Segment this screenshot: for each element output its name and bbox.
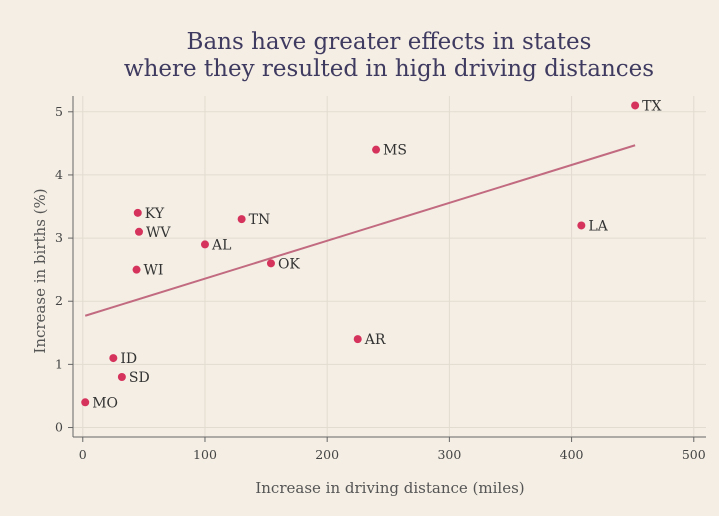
grid-lines bbox=[73, 96, 706, 437]
point-marker-tn bbox=[237, 215, 246, 224]
point-label-la: LA bbox=[588, 218, 608, 234]
axes: 0 100 200 300 400 500 0 1 2 3 4 5 bbox=[55, 96, 706, 462]
point-marker-ms bbox=[372, 145, 381, 154]
point-label-al: AL bbox=[211, 237, 231, 253]
point-mo: MO bbox=[81, 395, 118, 411]
point-id: ID bbox=[109, 351, 137, 367]
point-ar: AR bbox=[353, 332, 386, 348]
data-points: TX MS KY TN LA WV AL OK WI AR ID SD MO bbox=[81, 98, 661, 411]
point-marker-tx bbox=[631, 101, 640, 110]
point-marker-mo bbox=[81, 398, 90, 407]
y-tick-label: 3 bbox=[55, 230, 63, 245]
y-tick-label: 5 bbox=[55, 104, 63, 119]
point-al: AL bbox=[200, 237, 231, 253]
point-marker-ky bbox=[133, 208, 142, 217]
point-wi: WI bbox=[132, 263, 164, 279]
point-marker-id bbox=[109, 354, 118, 363]
point-ms: MS bbox=[372, 143, 407, 159]
point-label-id: ID bbox=[120, 351, 137, 367]
x-tick-label: 300 bbox=[437, 447, 461, 462]
x-tick-label: 500 bbox=[682, 447, 706, 462]
trend-line-layer bbox=[84, 144, 636, 317]
y-tick-label: 4 bbox=[55, 167, 63, 182]
y-axis-title: Increase in births (%) bbox=[31, 188, 49, 353]
point-la: LA bbox=[577, 218, 609, 234]
point-label-tx: TX bbox=[642, 98, 661, 114]
point-label-wi: WI bbox=[144, 263, 164, 279]
point-ky: KY bbox=[133, 206, 165, 222]
point-marker-ar bbox=[353, 335, 362, 344]
y-tick-label: 2 bbox=[55, 293, 63, 308]
chart-title-line-2: where they resulted in high driving dist… bbox=[124, 56, 654, 82]
point-label-ar: AR bbox=[364, 332, 386, 348]
point-wv: WV bbox=[134, 225, 171, 241]
chart-title-line-1: Bans have greater effects in states bbox=[187, 29, 592, 55]
y-tick-label: 0 bbox=[55, 420, 63, 435]
x-tick-label: 100 bbox=[193, 447, 217, 462]
point-label-tn: TN bbox=[249, 212, 271, 228]
point-label-sd: SD bbox=[129, 370, 150, 386]
point-marker-ok bbox=[266, 259, 275, 268]
point-label-ok: OK bbox=[278, 256, 300, 272]
point-label-mo: MO bbox=[92, 395, 118, 411]
x-tick-label: 400 bbox=[560, 447, 584, 462]
point-label-wv: WV bbox=[146, 225, 171, 241]
x-axis-title: Increase in driving distance (miles) bbox=[255, 479, 524, 497]
point-marker-wi bbox=[132, 265, 141, 274]
point-label-ms: MS bbox=[383, 143, 407, 159]
point-marker-sd bbox=[117, 373, 126, 382]
x-tick-label: 200 bbox=[315, 447, 339, 462]
point-marker-la bbox=[577, 221, 586, 230]
point-marker-wv bbox=[134, 227, 143, 236]
trend-line bbox=[84, 144, 636, 317]
point-label-ky: KY bbox=[145, 206, 165, 222]
point-tx: TX bbox=[631, 98, 661, 114]
point-sd: SD bbox=[117, 370, 150, 386]
point-tn: TN bbox=[237, 212, 271, 228]
y-tick-label: 1 bbox=[55, 356, 63, 371]
point-marker-al bbox=[200, 240, 209, 249]
point-ok: OK bbox=[266, 256, 300, 272]
x-tick-label: 0 bbox=[79, 447, 87, 462]
